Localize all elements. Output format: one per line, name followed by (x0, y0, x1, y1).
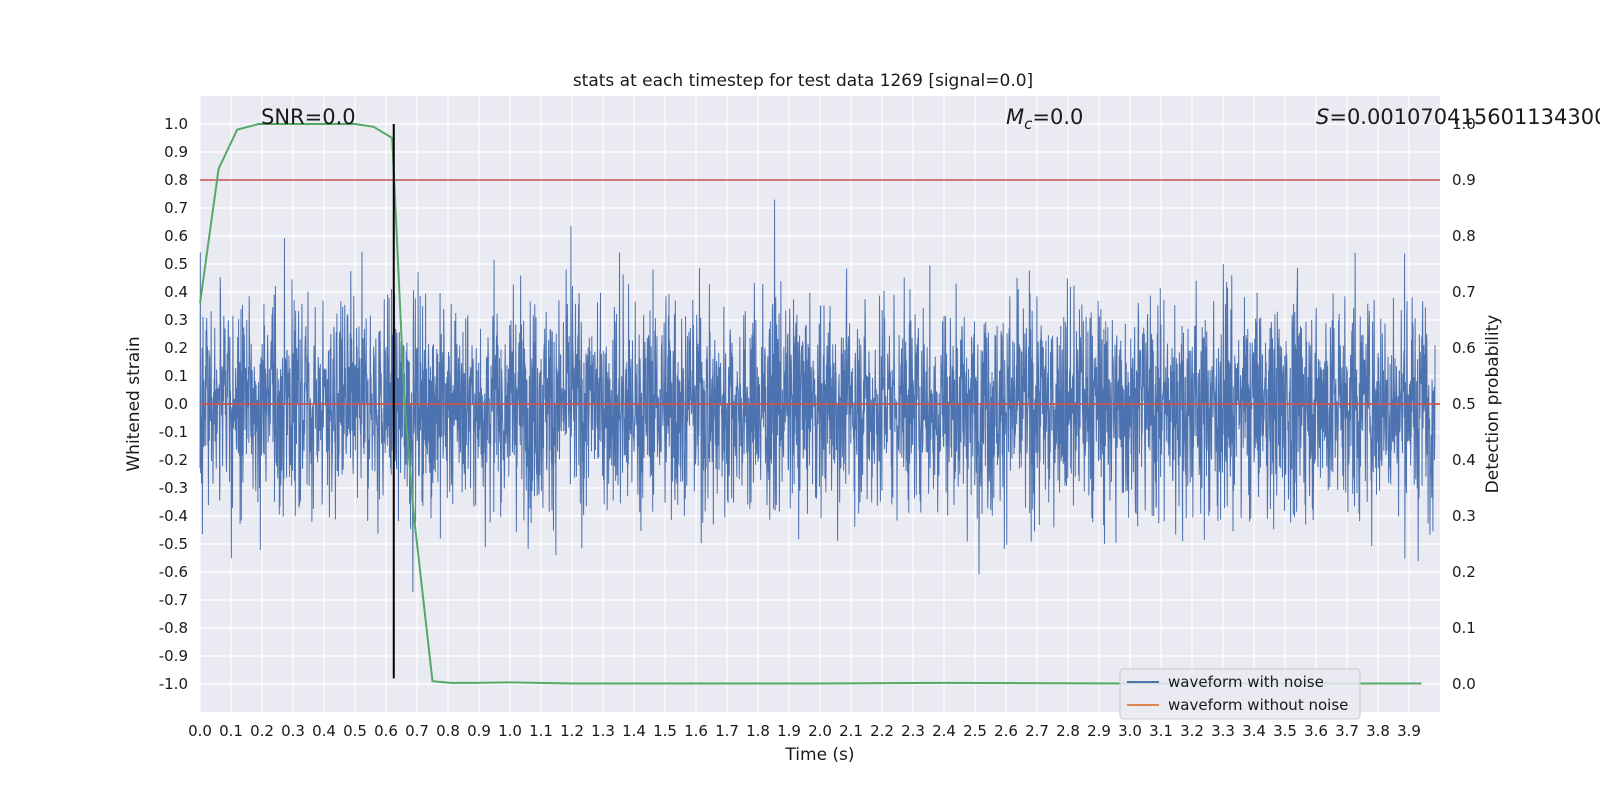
x-tick-label: 3.2 (1180, 722, 1204, 740)
y-tick-label: -0.1 (159, 423, 188, 441)
threshold-lines (200, 179, 1440, 405)
x-tick-label: 0.7 (405, 722, 429, 740)
y-axis-label: Whitened strain (124, 336, 144, 471)
x-tick-label: 0.0 (188, 722, 212, 740)
y-tick-label: -0.3 (159, 479, 188, 497)
y2-tick-label: 0.8 (1452, 227, 1476, 245)
x-tick-label: 2.3 (901, 722, 925, 740)
y-tick-label: 0.1 (164, 367, 188, 385)
x-tick-label: 1.4 (622, 722, 646, 740)
x-tick-label: 3.4 (1242, 722, 1266, 740)
x-tick-label: 1.7 (715, 722, 739, 740)
y-tick-label: 0.2 (164, 339, 188, 357)
x-tick-label: 0.1 (219, 722, 243, 740)
legend-label-clean: waveform without noise (1168, 696, 1348, 714)
y-tick-label: 1.0 (164, 115, 188, 133)
y2-tick-label: 0.4 (1452, 451, 1476, 469)
probability-trace (199, 123, 1422, 685)
x-tick-label: 2.0 (808, 722, 832, 740)
x-tick-labels: 0.0 0.1 0.2 0.3 0.4 0.5 0.6 0.7 0.8 0.9 1.0 1.1 1.2 1… (188, 722, 1421, 740)
x-tick-label: 0.9 (467, 722, 491, 740)
s-symbol: S (1316, 105, 1329, 129)
y2-tick-labels: 1.0 0.9 0.8 0.7 0.6 0.5 0.4 0.3 0.2 0.1 0.0 (1452, 115, 1476, 693)
legend: waveform with noise waveform without noi… (1119, 668, 1361, 720)
chirp-mass-subscript: c (1024, 115, 1033, 133)
x-tick-label: 0.6 (374, 722, 398, 740)
x-tick-label: 1.6 (684, 722, 708, 740)
y2-tick-label: 0.3 (1452, 507, 1476, 525)
y-tick-label: -0.5 (159, 535, 188, 553)
x-tick-label: 1.0 (498, 722, 522, 740)
y-tick-label: -0.4 (159, 507, 188, 525)
x-tick-label: 1.5 (653, 722, 677, 740)
x-tick-label: 0.5 (343, 722, 367, 740)
legend-box (1119, 668, 1361, 720)
x-tick-label: 1.2 (560, 722, 584, 740)
y-tick-label: -0.2 (159, 451, 188, 469)
x-axis-label: Time (s) (784, 745, 854, 765)
y-tick-label: 0.4 (164, 283, 188, 301)
y-tick-label: -0.7 (159, 591, 188, 609)
y-tick-label: 0.8 (164, 171, 188, 189)
y-tick-label: 0.7 (164, 199, 188, 217)
x-tick-label: 0.4 (312, 722, 336, 740)
x-tick-label: 1.3 (591, 722, 615, 740)
x-tick-label: 3.3 (1211, 722, 1235, 740)
x-tick-label: 0.2 (250, 722, 274, 740)
snr-annotation: SNR=0.0 (261, 105, 356, 129)
y2-tick-label: 0.7 (1452, 283, 1476, 301)
noise-trace (199, 199, 1436, 593)
x-tick-label: 3.7 (1335, 722, 1359, 740)
x-tick-label: 3.0 (1118, 722, 1142, 740)
x-tick-label: 0.3 (281, 722, 305, 740)
x-tick-label: 2.7 (1025, 722, 1049, 740)
s-annotation: S=0.0010704156011343002 (1316, 105, 1600, 129)
y-tick-label: -0.6 (159, 563, 188, 581)
legend-label-noise: waveform with noise (1168, 673, 1324, 691)
x-tick-label: 0.8 (436, 722, 460, 740)
y2-axis-label: Detection probability (1483, 315, 1503, 494)
chirp-mass-value: =0.0 (1032, 105, 1083, 129)
y2-tick-label: 0.9 (1452, 171, 1476, 189)
chart-title: stats at each timestep for test data 126… (573, 71, 1033, 91)
y-tick-label: -0.8 (159, 619, 188, 637)
y-tick-label: 0.5 (164, 255, 188, 273)
x-tick-label: 2.2 (870, 722, 894, 740)
x-tick-label: 2.1 (839, 722, 863, 740)
chirp-mass-annotation: Mc=0.0 (1006, 105, 1083, 133)
y2-tick-label: 0.2 (1452, 563, 1476, 581)
x-tick-label: 3.1 (1149, 722, 1173, 740)
s-value: =0.0010704156011343002 (1329, 105, 1600, 129)
series-waveform-with-noise (199, 199, 1436, 593)
x-tick-label: 3.8 (1366, 722, 1390, 740)
x-tick-label: 2.6 (994, 722, 1018, 740)
y-tick-label: 0.9 (164, 143, 188, 161)
y-tick-label: 0.0 (164, 395, 188, 413)
y-tick-labels: 1.0 0.9 0.8 0.7 0.6 0.5 0.4 0.3 0.2 0.1 0.0 -0.1 -0.… (159, 115, 188, 693)
y-tick-label: -1.0 (159, 675, 188, 693)
x-tick-label: 1.1 (529, 722, 553, 740)
y2-tick-label: 0.0 (1452, 675, 1476, 693)
x-tick-label: 2.8 (1056, 722, 1080, 740)
chirp-mass-symbol: M (1006, 105, 1024, 129)
y2-tick-label: 1.0 (1452, 115, 1476, 133)
y-tick-label: 0.6 (164, 227, 188, 245)
x-tick-label: 2.9 (1087, 722, 1111, 740)
x-tick-label: 3.5 (1273, 722, 1297, 740)
y2-tick-label: 0.5 (1452, 395, 1476, 413)
x-tick-label: 1.9 (777, 722, 801, 740)
y2-tick-label: 0.6 (1452, 339, 1476, 357)
y2-tick-label: 0.1 (1452, 619, 1476, 637)
y-tick-label: -0.9 (159, 647, 188, 665)
x-tick-label: 3.6 (1304, 722, 1328, 740)
x-tick-label: 2.5 (963, 722, 987, 740)
x-tick-label: 1.8 (746, 722, 770, 740)
x-tick-label: 2.4 (932, 722, 956, 740)
y-tick-label: 0.3 (164, 311, 188, 329)
series-detection-probability (199, 123, 1422, 685)
x-tick-label: 3.9 (1397, 722, 1421, 740)
